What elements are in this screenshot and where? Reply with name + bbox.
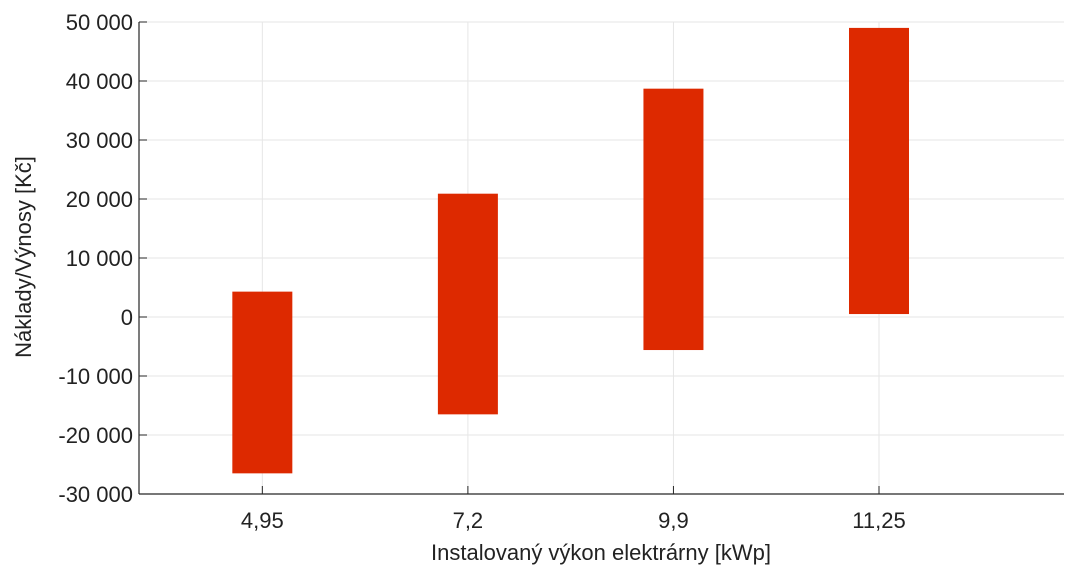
range-bar (437, 193, 498, 415)
y-tick-label: -30 000 (58, 482, 133, 507)
y-tick-label: 40 000 (66, 69, 133, 94)
range-bar (849, 27, 909, 315)
y-tick-label: 30 000 (66, 128, 133, 153)
x-tick-label: 4,95 (241, 508, 284, 533)
range-bar (643, 88, 704, 351)
y-tick-label: 10 000 (66, 246, 133, 271)
x-tick-label: 7,2 (453, 508, 484, 533)
axis-layer (138, 21, 1064, 495)
x-tick-label: 11,25 (852, 508, 905, 533)
y-axis-title: Náklady/Výnosy [Kč] (11, 156, 36, 358)
range-bar (232, 291, 293, 474)
y-tick-label: 20 000 (66, 187, 133, 212)
x-axis-title: Instalovaný výkon elektrárny [kWp] (431, 540, 771, 565)
x-tick-label: 9,9 (658, 508, 689, 533)
y-tick-label: 0 (121, 305, 133, 330)
label-layer: -30 000 -20 000 -10 000 0 10 000 20 000 30 000… (58, 10, 905, 533)
y-tick-label: 50 000 (66, 10, 133, 35)
y-tick-label: -10 000 (58, 364, 133, 389)
y-tick-label: -20 000 (58, 423, 133, 448)
bar-layer (232, 27, 909, 474)
